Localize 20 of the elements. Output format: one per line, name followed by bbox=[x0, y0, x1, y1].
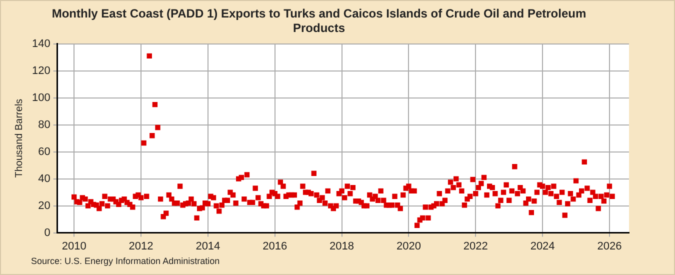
y-tick-label: 120 bbox=[32, 64, 50, 77]
y-axis-title: Thousand Barrels bbox=[14, 98, 25, 178]
x-tick-label: 2022 bbox=[463, 240, 488, 252]
y-tick-label: 100 bbox=[32, 92, 50, 104]
y-tick-label: 140 bbox=[32, 38, 50, 50]
x-tick-label: 2020 bbox=[396, 240, 421, 252]
y-tick-label: 0 bbox=[44, 226, 50, 239]
x-tick-label: 2016 bbox=[262, 240, 288, 252]
x-tick-label: 2024 bbox=[530, 240, 555, 252]
x-tick-label: 2014 bbox=[196, 240, 220, 252]
source-note: Source: U.S. Energy Information Administration bbox=[31, 256, 220, 266]
x-tick-label: 2010 bbox=[62, 240, 86, 252]
x-tick-label: 2026 bbox=[597, 240, 622, 252]
x-tick-label: 2018 bbox=[330, 240, 354, 252]
x-tick-label: 2012 bbox=[128, 240, 154, 252]
y-tick-label: 20 bbox=[38, 200, 50, 212]
y-tick-label: 80 bbox=[38, 118, 50, 131]
chart-title: Monthly East Coast (PADD 1) Exports to Turks and Caicos Islands of Crude Oil and Petroleum Products bbox=[52, 6, 586, 35]
y-tick-label: 60 bbox=[38, 146, 50, 158]
y-tick-label: 40 bbox=[38, 172, 50, 185]
